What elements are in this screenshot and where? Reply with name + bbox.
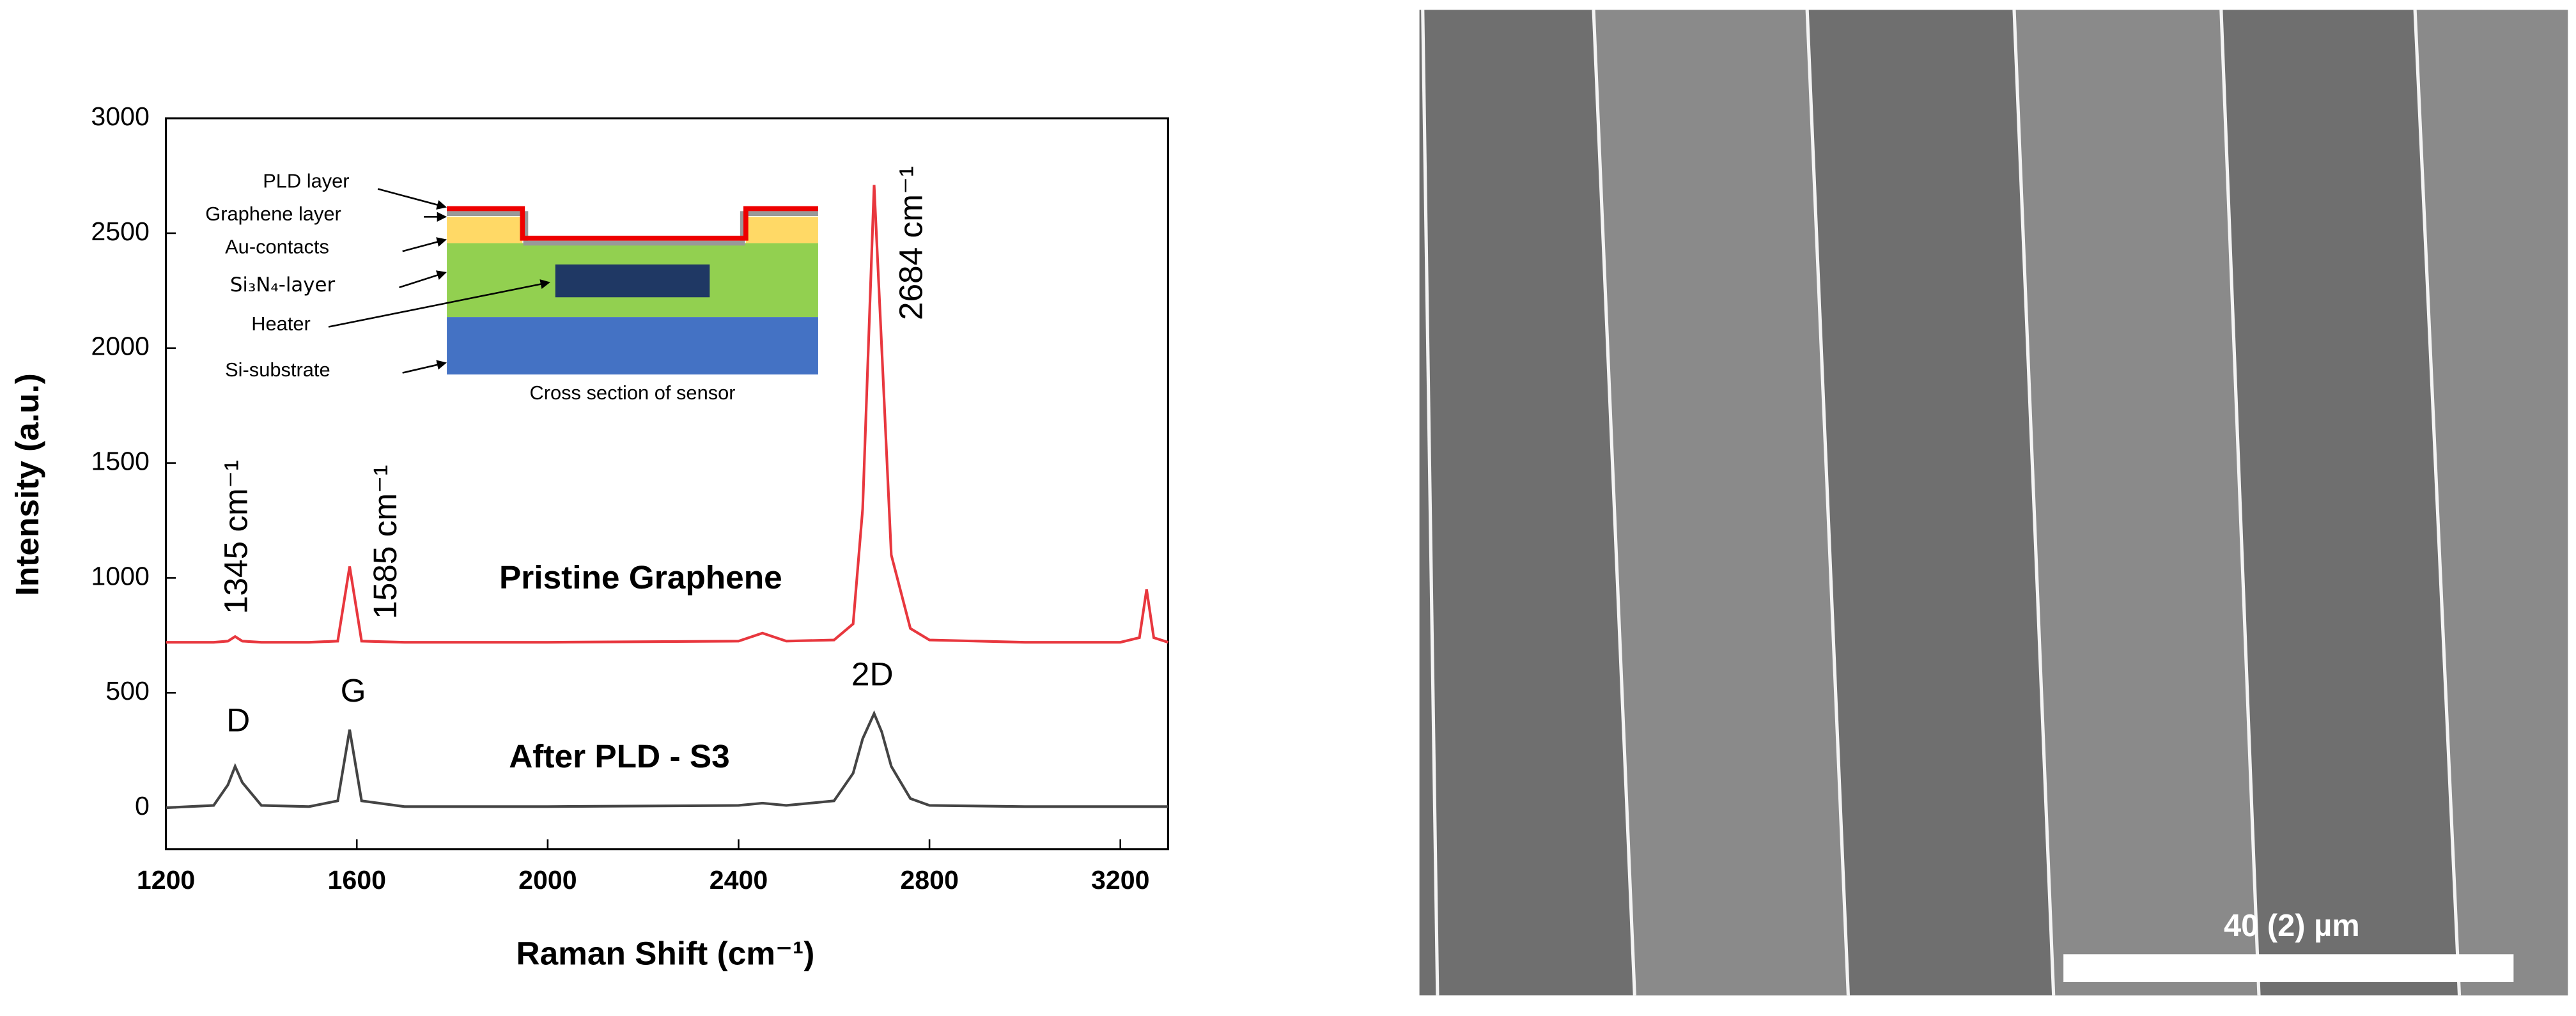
y-tick-label: 0	[135, 791, 150, 820]
x-tick-label: 3200	[1091, 865, 1149, 895]
inset-caption: Cross section of sensor	[529, 381, 735, 404]
series-line	[166, 710, 1168, 810]
au-contact	[447, 217, 523, 243]
inset-label: PLD layer	[263, 169, 349, 192]
x-axis-label: Raman Shift (cm⁻¹)	[516, 934, 814, 971]
peak-label: 2684 cm⁻¹	[892, 166, 929, 320]
x-tick-label: 2800	[900, 865, 958, 895]
y-axis-label: Intensity (a.u.)	[8, 373, 45, 596]
plot-frame	[165, 117, 1169, 851]
pld-layer	[447, 206, 818, 241]
inset-label: Si₃N₄-layer	[230, 273, 336, 296]
graphene-layer	[447, 211, 818, 246]
inset-label: Au-contacts	[225, 235, 329, 258]
peak-label: G	[341, 672, 366, 709]
y-tick-label: 2000	[91, 332, 149, 361]
y-tick-label: 1000	[91, 561, 149, 590]
raman-chart: Raman Shift (cm⁻¹) Intensity (a.u.) 0 500…	[8, 102, 1169, 971]
series-line	[166, 185, 1169, 644]
heater	[555, 264, 710, 298]
series-label: After PLD - S3	[509, 737, 730, 774]
y-tick-label: 500	[105, 676, 150, 705]
x-tick-label: 2400	[710, 865, 768, 895]
au-contact	[745, 217, 818, 243]
inset-label: Si-substrate	[225, 358, 330, 381]
x-tick-label: 1200	[137, 865, 195, 895]
y-tick-label: 1500	[91, 446, 149, 475]
inset-arrows	[328, 188, 550, 374]
sem-background	[1419, 10, 2568, 996]
y-tick-label: 3000	[91, 102, 149, 131]
peak-label: D	[226, 701, 250, 738]
peak-label: 1585 cm⁻¹	[366, 465, 403, 619]
peak-label: 2D	[851, 656, 894, 693]
electrode-edges	[1421, 10, 2462, 996]
scale-bar	[2063, 954, 2514, 983]
sem-stripe	[1594, 10, 1849, 996]
sensor-inset: PLD layer Graphene layer Au-contacts Si₃…	[205, 169, 818, 404]
substrate-layer	[447, 317, 818, 375]
sem-stripe	[2014, 10, 2259, 996]
sem-stripe	[2415, 10, 2568, 996]
x-tick-label: 2000	[518, 865, 577, 895]
peak-label: 1345 cm⁻¹	[217, 460, 254, 614]
x-tick-label: 1600	[327, 865, 385, 895]
y-tick-label: 2500	[91, 217, 149, 246]
series-label: Pristine Graphene	[499, 558, 782, 596]
scale-bar-label: 40 (2) µm	[2224, 909, 2360, 943]
inset-label: Graphene layer	[205, 203, 341, 225]
sem-micrograph: 40 (2) µm	[1419, 10, 2568, 996]
inset-label: Heater	[251, 312, 311, 335]
